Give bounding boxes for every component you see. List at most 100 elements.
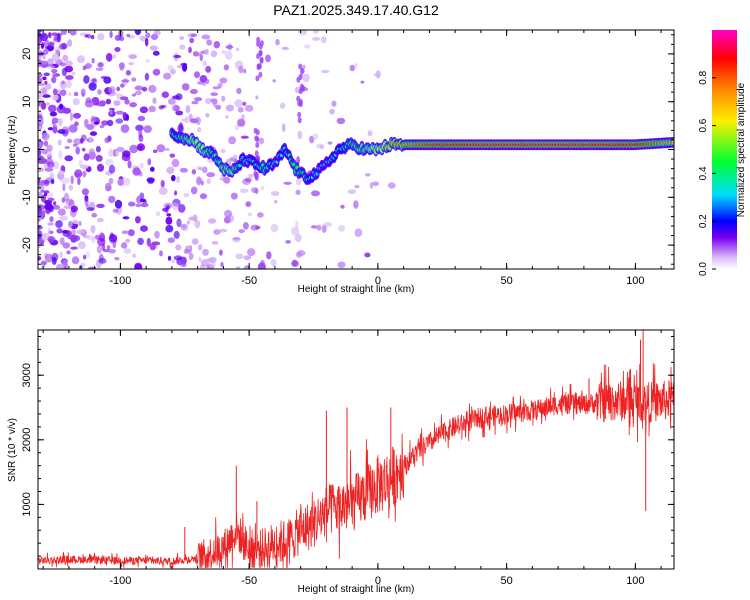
noise-speck (89, 131, 98, 136)
noise-speck (237, 118, 246, 127)
noise-speck (87, 33, 92, 39)
noise-speck (38, 182, 45, 186)
noise-speck (127, 160, 132, 169)
colorbar-ticks: 0.0 0.2 0.4 0.6 0.8 (698, 70, 716, 276)
noise-speck (116, 146, 125, 152)
noise-speck (127, 229, 135, 237)
noise-speck (145, 37, 149, 47)
noise-speck (186, 220, 191, 225)
noise-speck (103, 248, 110, 253)
noise-speck (166, 166, 175, 174)
noise-speck (323, 222, 333, 227)
noise-speck (310, 225, 318, 229)
noise-speck (236, 87, 242, 95)
noise-speck (113, 100, 121, 106)
noise-speck (239, 188, 249, 193)
noise-speck (97, 33, 105, 41)
noise-speck (205, 65, 212, 73)
noise-speck (58, 170, 65, 175)
noise-streak (300, 85, 305, 92)
noise-speck (204, 48, 209, 55)
noise-speck (129, 102, 138, 108)
noise-speck (61, 197, 66, 203)
noise-speck (206, 39, 213, 46)
noise-speck (182, 63, 188, 72)
snr-x-ticks: -100 -50 0 50 100 (42, 330, 662, 587)
noise-speck (140, 225, 148, 232)
noise-speck (190, 33, 197, 37)
noise-speck (47, 191, 53, 200)
noise-speck (90, 34, 95, 40)
noise-speck (173, 230, 180, 239)
noise-speck (42, 76, 47, 81)
noise-speck (211, 241, 219, 245)
noise-speck (100, 75, 107, 80)
noise-speck (62, 107, 72, 114)
noise-speck (212, 86, 221, 90)
noise-speck (160, 180, 165, 188)
noise-speck (347, 189, 357, 195)
snr-y-label: SNR (10 * v/v) (7, 418, 18, 482)
noise-speck (122, 112, 127, 119)
noise-speck (255, 95, 259, 100)
noise-speck (95, 67, 104, 71)
noise-speck (125, 70, 132, 76)
noise-speck (373, 72, 381, 77)
noise-speck (165, 224, 174, 233)
noise-speck (74, 121, 79, 126)
noise-speck (120, 83, 125, 88)
noise-speck (69, 112, 74, 121)
noise-speck (149, 45, 158, 51)
noise-speck (123, 248, 132, 254)
noise-speck (38, 215, 42, 223)
noise-speck (191, 169, 197, 175)
noise-speck (64, 146, 70, 149)
noise-speck (69, 30, 77, 36)
noise-speck (153, 30, 161, 36)
noise-speck (312, 36, 321, 41)
noise-speck (219, 77, 228, 84)
noise-speck (80, 164, 89, 169)
noise-speck (38, 150, 42, 156)
noise-speck (42, 94, 51, 98)
noise-speck (238, 229, 245, 234)
noise-speck (146, 237, 151, 247)
noise-speck (47, 235, 55, 243)
noise-speck (47, 42, 55, 52)
noise-speck (191, 101, 199, 105)
noise-speck (47, 65, 56, 70)
noise-speck (224, 209, 233, 218)
noise-speck (51, 76, 57, 84)
noise-speck (117, 178, 124, 186)
noise-speck (72, 219, 79, 225)
noise-streak (253, 170, 258, 177)
noise-speck (126, 33, 131, 38)
noise-speck (75, 146, 80, 155)
noise-speck (134, 90, 142, 96)
noise-speck (139, 162, 144, 169)
noise-speck (46, 144, 53, 152)
noise-speck (202, 60, 207, 67)
noise-speck (224, 51, 233, 60)
noise-speck (120, 96, 129, 101)
noise-speck (279, 102, 286, 109)
noise-speck (38, 230, 43, 239)
noise-speck (369, 182, 374, 189)
noise-speck (205, 112, 210, 118)
noise-speck (109, 109, 113, 115)
noise-speck (171, 174, 176, 182)
noise-speck (109, 30, 113, 39)
noise-speck (353, 200, 359, 209)
noise-speck (291, 259, 298, 267)
noise-speck (38, 167, 44, 173)
noise-speck (312, 133, 319, 141)
noise-speck (148, 105, 156, 113)
noise-speck (83, 153, 90, 161)
noise-speck (283, 181, 292, 185)
noise-speck (84, 197, 89, 207)
noise-speck (115, 110, 124, 115)
noise-speck (51, 32, 58, 36)
noise-speck (38, 72, 43, 78)
noise-speck (174, 190, 178, 196)
noise-speck (85, 97, 92, 104)
